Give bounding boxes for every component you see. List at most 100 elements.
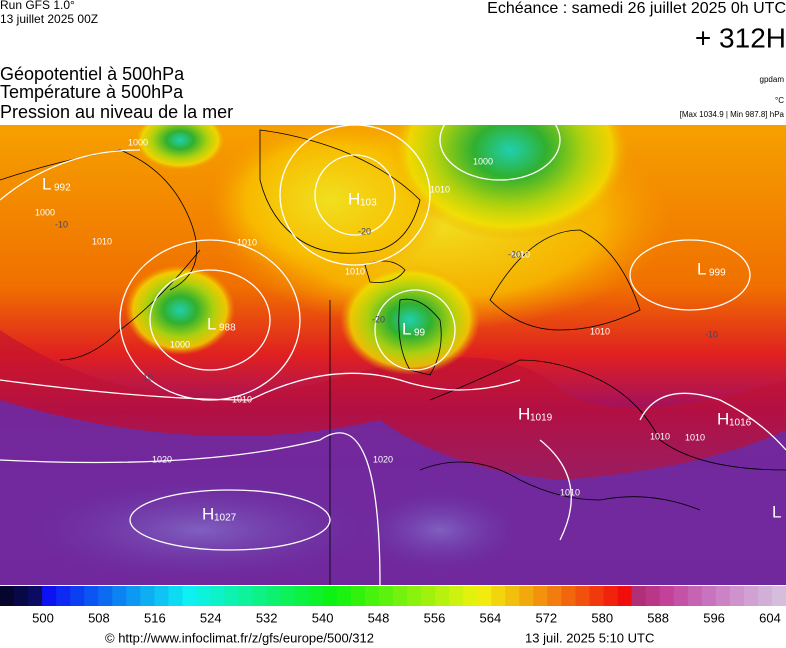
scale-swatch [28,586,43,606]
scale-swatch [393,586,408,606]
system-letter: L [42,174,51,193]
scale-tick: 564 [480,610,502,625]
isobar-label: 1010 [590,326,610,336]
temperature-label: -20 [358,226,371,236]
scale-tick: 572 [535,610,557,625]
system-letter: L [697,259,706,278]
layer-title: Température à 500hPa [0,82,184,102]
temperature-label: -10 [140,372,153,382]
isobars [0,125,786,585]
scale-swatch [715,586,731,606]
scale-swatch [435,586,450,606]
scale-tick: 516 [144,610,166,625]
system-value: 992 [54,183,71,194]
scale-tick: 500 [32,610,54,625]
system-letter: H [717,409,729,428]
isobar-label: 1010 [510,249,530,259]
run-label: Run GFS 1.0° [0,0,75,12]
scale-swatch [421,586,436,606]
temp-unit: °C [775,96,784,105]
scale-swatch [771,586,786,606]
scale-swatch [589,586,605,606]
scale-tick: 580 [591,610,613,625]
scale-swatch [364,586,380,606]
scale-swatch [547,586,562,606]
scale-tick: 596 [703,610,725,625]
isobar-label: 1010 [345,266,365,276]
isobar-label: 1020 [373,454,393,464]
system-letter: H [202,504,214,523]
temperature-label: -20 [372,314,385,324]
scale-tick: 524 [200,610,222,625]
isobar-label: 1010 [685,432,705,442]
scale-swatch [224,586,240,606]
scale-swatch [673,586,689,606]
scale-swatch [561,586,576,606]
isobar-label: 1010 [650,431,670,441]
forecast-offset: + 312H [695,22,786,53]
scale-swatch [140,586,155,606]
scale-swatch [112,586,127,606]
scale-swatch [98,586,113,606]
scale-swatch [70,586,85,606]
scale-swatch [126,586,141,606]
system-value: 988 [219,323,236,334]
scale-swatch [491,586,506,606]
system-value: 1027 [214,513,237,524]
system-letter: L [772,502,781,521]
scale-tick: 604 [759,610,781,625]
scale-swatch [687,586,703,606]
layer-title: Géopotentiel à 500hPa [0,64,185,84]
system-letter: L [402,319,411,338]
scale-swatch [252,586,268,606]
scale-swatch [14,586,29,606]
system-value: 1019 [530,413,553,424]
system-value: 1016 [729,418,752,429]
scale-swatch [322,586,338,606]
scale-swatch [280,586,296,606]
scale-swatch [238,586,254,606]
scale-swatch [603,586,619,606]
scale-swatch [42,586,57,606]
isobar-label: 1000 [128,137,148,147]
scale-swatch [617,586,633,606]
scale-swatch [701,586,717,606]
system-letter: L [207,314,216,333]
scale-swatch [266,586,282,606]
system-value: 999 [709,268,726,279]
scale-tick: 588 [647,610,669,625]
scale-swatch [463,586,478,606]
unit-label: gpdam [760,75,785,84]
scale-swatch [449,586,464,606]
scale-swatch [294,586,310,606]
scale-swatch [378,586,394,606]
isobar-label: 1000 [35,207,55,217]
run-date: 13 juillet 2025 00Z [0,12,98,26]
layer-title: Pression au niveau de la mer [0,102,233,122]
scale-swatch [336,586,352,606]
scale-swatch [477,586,492,606]
scale-swatch [519,586,534,606]
scale-swatch [505,586,520,606]
map [0,125,786,585]
scale-tick: 532 [256,610,278,625]
scale-swatch [154,586,169,606]
isobar-label: 1010 [560,487,580,497]
scale-swatch [56,586,71,606]
temperature-label: -10 [55,219,68,229]
isobar-label: 1000 [473,156,493,166]
system-letter: H [518,404,530,423]
scale-tick: 548 [368,610,390,625]
temperature-label: -20 [508,249,521,259]
isobar-label: 1010 [237,237,257,247]
scale-swatch [645,586,661,606]
scale-swatch [84,586,99,606]
isobar-label: 1000 [170,339,190,349]
scale-swatch [575,586,590,606]
scale-swatch [196,586,212,606]
scale-swatch [182,586,197,606]
footer-time: 13 juil. 2025 5:10 UTC [525,630,654,645]
isobar-label: 1020 [152,454,172,464]
scale-swatch [407,586,422,606]
